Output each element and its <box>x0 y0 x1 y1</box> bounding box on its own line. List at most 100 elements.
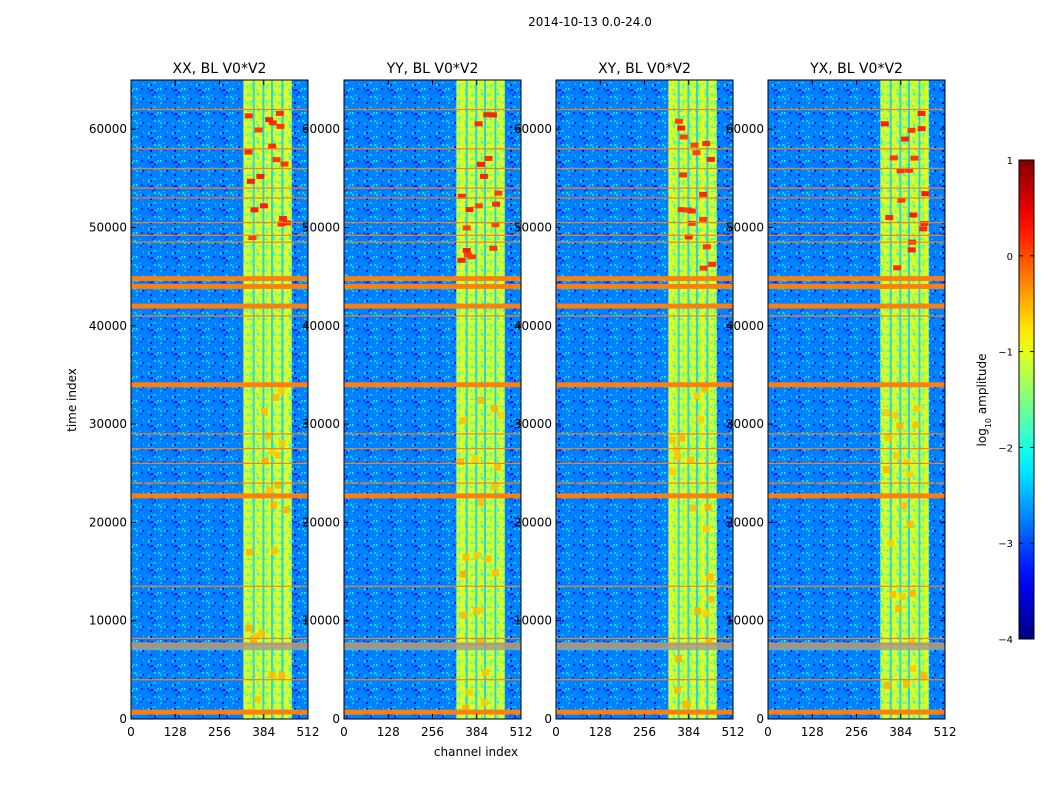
hot-cell <box>699 216 708 222</box>
colorbar-tick-label: −2 <box>998 443 1013 454</box>
flag-row-thin <box>131 448 308 450</box>
x-tick-label: 128 <box>377 725 400 739</box>
x-tick-label: 128 <box>589 725 612 739</box>
warm-cell <box>884 433 892 441</box>
hot-cell <box>268 120 277 126</box>
flag-row-thin <box>556 448 733 450</box>
hot-cell <box>702 140 711 146</box>
y-tick-label: 40000 <box>726 319 764 333</box>
warm-cell <box>278 671 286 679</box>
panel-title: XY, BL V0*V2 <box>598 61 691 77</box>
panel-xx: XX, BL V0*V2 0 128 256 384 512 0 10000 20000 3000… <box>89 61 320 739</box>
warm-cell <box>246 548 254 556</box>
warm-cell <box>274 451 282 459</box>
warm-cell <box>473 552 481 560</box>
hot-cell <box>489 245 498 251</box>
hot-cell <box>491 222 500 228</box>
flag-row-thin <box>768 234 945 236</box>
panel-yy: YY, BL V0*V2 0 128 256 384 512 0 10000 20000 3000… <box>302 61 533 739</box>
flag-row-thin <box>556 643 733 645</box>
warm-cell <box>477 498 485 506</box>
y-tick-label: 20000 <box>514 515 552 529</box>
y-tick-label: 0 <box>332 712 340 726</box>
hot-cell <box>277 221 286 227</box>
flag-row-thick <box>556 493 733 499</box>
flag-row-thin <box>768 148 945 150</box>
flag-row-thin <box>131 148 308 150</box>
flag-row-thick <box>131 276 308 282</box>
warm-cell <box>701 385 709 393</box>
band-stripe <box>677 80 680 719</box>
hot-cell <box>268 143 277 149</box>
flag-row-thin <box>556 221 733 224</box>
flag-row-thick <box>768 283 945 289</box>
flag-row-thin <box>556 197 733 199</box>
flag-row-thin <box>344 482 521 484</box>
grey-band <box>768 642 945 651</box>
y-tick-label: 0 <box>756 712 764 726</box>
flag-row-thin <box>768 315 945 317</box>
warm-cell <box>462 553 470 561</box>
flag-row-thin <box>768 197 945 199</box>
hot-cell <box>905 167 914 173</box>
flag-row-thin <box>556 482 733 484</box>
hot-cell <box>692 150 701 156</box>
flag-row-thin <box>131 167 308 170</box>
warm-cell <box>268 671 276 679</box>
y-tick-label: 20000 <box>726 515 764 529</box>
warm-cell <box>460 611 468 619</box>
colorbar-tick-label: 0 <box>1007 252 1013 263</box>
flag-row-thin <box>131 585 308 587</box>
hot-cell <box>910 155 919 161</box>
band-stripe <box>918 80 921 719</box>
x-tick-label: 0 <box>764 725 772 739</box>
hot-cell <box>484 155 493 161</box>
flag-row-thin <box>131 234 308 236</box>
warm-cell <box>277 387 285 395</box>
warm-cell <box>477 396 485 404</box>
warm-cell <box>702 609 710 617</box>
flag-row-thin <box>768 462 945 464</box>
x-tick-label: 256 <box>845 725 868 739</box>
flag-row-thin <box>344 315 521 317</box>
x-tick-label: 384 <box>252 725 275 739</box>
flag-row-thin <box>344 197 521 199</box>
band-stripe <box>494 80 497 719</box>
x-tick-label: 512 <box>297 725 320 739</box>
band-stripe <box>899 80 902 719</box>
flag-row-thin <box>556 679 733 681</box>
rfi-band <box>243 80 292 719</box>
flag-row-thin <box>131 315 308 317</box>
hot-cell <box>699 191 708 197</box>
warm-cell <box>903 458 911 466</box>
warm-cell <box>491 569 499 577</box>
x-tick-label: 512 <box>510 725 533 739</box>
warm-cell <box>707 595 715 603</box>
warm-cell <box>466 688 474 696</box>
band-stripe <box>252 80 255 719</box>
flag-row-thin <box>344 187 521 189</box>
hot-cell <box>474 121 483 127</box>
x-tick-label: 256 <box>208 725 231 739</box>
warm-cell <box>883 681 891 689</box>
warm-cell <box>920 671 928 679</box>
warm-cell <box>472 607 480 615</box>
hot-cell <box>479 173 488 179</box>
warm-cell <box>674 686 682 694</box>
warm-cell <box>245 624 253 632</box>
y-tick-label: 30000 <box>726 417 764 431</box>
band-stripe <box>889 80 892 719</box>
x-tick-label: 512 <box>934 725 957 739</box>
flag-row-thick <box>768 303 945 309</box>
y-tick-label: 10000 <box>89 614 127 628</box>
warm-cell <box>264 432 272 440</box>
warm-cell <box>678 434 686 442</box>
flag-row-thin <box>556 187 733 189</box>
flag-row-thin <box>344 679 521 681</box>
hot-cell <box>492 201 501 207</box>
flag-row-thin <box>131 221 308 224</box>
warm-cell <box>693 392 701 400</box>
grey-band <box>344 642 521 651</box>
warm-cell <box>882 409 890 417</box>
warm-cell <box>462 704 470 712</box>
